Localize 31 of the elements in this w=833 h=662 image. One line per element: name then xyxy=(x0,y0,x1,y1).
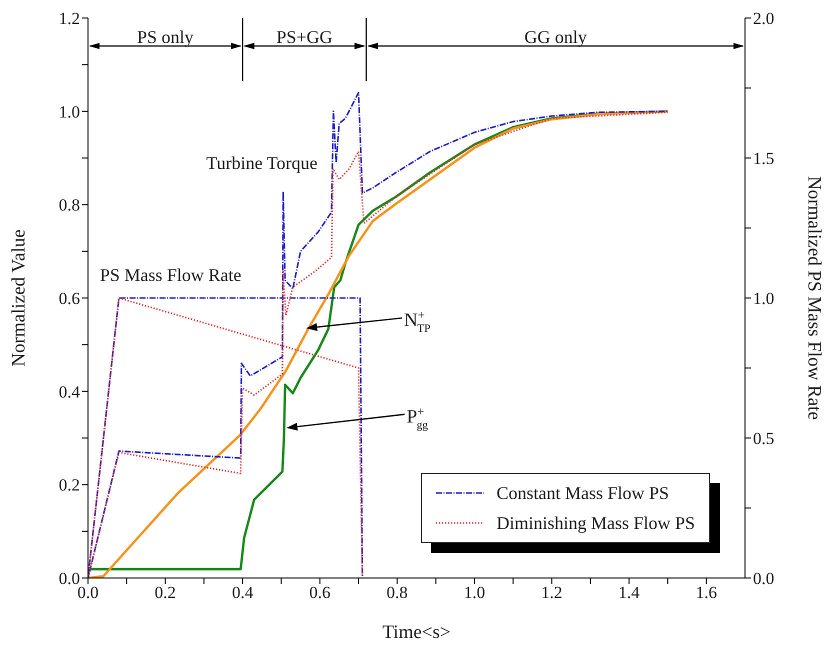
y2-tick-label: 0.5 xyxy=(753,429,774,448)
x-tick-label: 0.6 xyxy=(309,583,331,602)
y2-tick-label: 1.5 xyxy=(753,149,774,168)
y-tick-label: 0.4 xyxy=(58,382,80,402)
legend-label: Constant Mass Flow PS xyxy=(496,482,669,504)
annotation: PS Mass Flow Rate xyxy=(100,265,242,286)
y2-tick-label: 0.0 xyxy=(753,569,774,588)
x-tick-label: 1.2 xyxy=(541,583,562,602)
y-tick-label: 0.8 xyxy=(58,196,80,215)
x-tick-label: 1.4 xyxy=(618,583,640,602)
legend-label: Diminishing Mass Flow PS xyxy=(496,512,695,534)
y-tick-label: 0.6 xyxy=(58,289,80,308)
y-tick-label: 0.0 xyxy=(58,569,80,588)
x-axis-title: Time<s> xyxy=(382,622,451,643)
y-tick-label: 1.2 xyxy=(58,9,80,28)
x-tick-label: 0.0 xyxy=(77,583,99,602)
y-tick-label: 0.2 xyxy=(58,476,80,495)
annotation: PS only xyxy=(137,27,194,48)
x-tick-label: 1.0 xyxy=(464,583,486,602)
annotation: GG only xyxy=(524,27,587,48)
y-tick-label: 1.0 xyxy=(58,102,80,122)
y2-tick-label: 2.0 xyxy=(753,9,774,28)
x-tick-label: 1.6 xyxy=(696,583,717,602)
x-tick-label: 0.4 xyxy=(232,583,254,602)
x-tick-label: 0.8 xyxy=(386,583,408,602)
y2-tick-label: 1.0 xyxy=(753,289,774,308)
y2-axis-title: Normalized PS Mass Flow Rate xyxy=(803,176,824,420)
annotation: PS+GG xyxy=(276,27,333,48)
annotation: Turbine Torque xyxy=(206,153,318,174)
y-axis-title: Normalized Value xyxy=(8,229,30,367)
x-tick-label: 0.2 xyxy=(154,583,176,602)
